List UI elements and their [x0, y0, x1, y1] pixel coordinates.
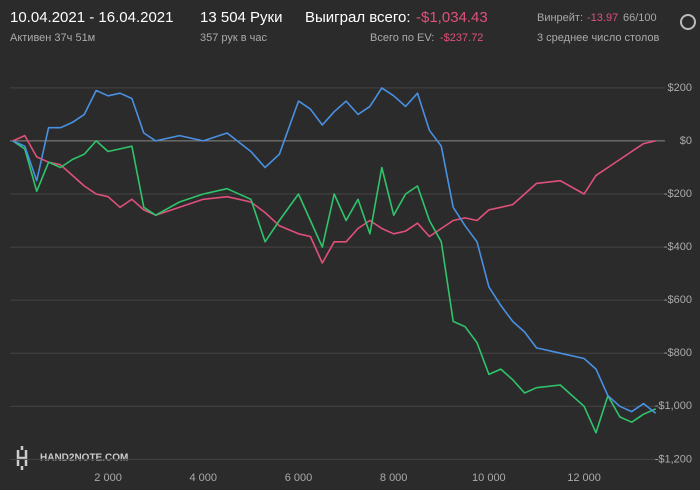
winrate-unit: 66/100 [623, 12, 657, 24]
series-line [12, 87, 657, 414]
ev-value: -$237.72 [440, 32, 483, 44]
won-value: -$1,034.43 [416, 9, 488, 26]
y-tick-label: -$600 [664, 294, 692, 306]
series-line [12, 134, 656, 264]
winrate-value: -13.97 [587, 12, 618, 24]
y-tick-label: -$1,200 [655, 453, 692, 465]
y-tick-label: $0 [680, 135, 692, 147]
y-tick-label: -$200 [664, 188, 692, 200]
x-tick-label: 6 000 [285, 472, 313, 484]
won-label: Выиграл всего: [305, 9, 411, 26]
y-tick-label: $200 [668, 82, 692, 94]
y-tick-label: -$400 [664, 241, 692, 253]
y-tick-label: -$1,000 [655, 400, 692, 412]
x-tick-label: 4 000 [189, 472, 217, 484]
hands: 13 504 Руки [200, 9, 283, 26]
x-tick-label: 10 000 [472, 472, 506, 484]
logo-icon [16, 446, 28, 470]
hands-per-hour: 357 рук в час [200, 32, 268, 44]
ev-label: Всего по EV: [370, 32, 434, 44]
date-range: 10.04.2021 - 16.04.2021 [10, 9, 173, 26]
winrate-label: Винрейт: [537, 12, 583, 24]
x-tick-label: 8 000 [380, 472, 408, 484]
settings-icon[interactable] [680, 14, 696, 30]
logo: HAND2NOTE.COM [40, 453, 128, 464]
active-time: Активен 37ч 51м [10, 32, 95, 44]
y-tick-label: -$800 [664, 347, 692, 359]
x-tick-label: 2 000 [94, 472, 122, 484]
tables: 3 среднее число столов [537, 32, 659, 44]
x-tick-label: 12 000 [567, 472, 601, 484]
series-line [12, 140, 657, 434]
